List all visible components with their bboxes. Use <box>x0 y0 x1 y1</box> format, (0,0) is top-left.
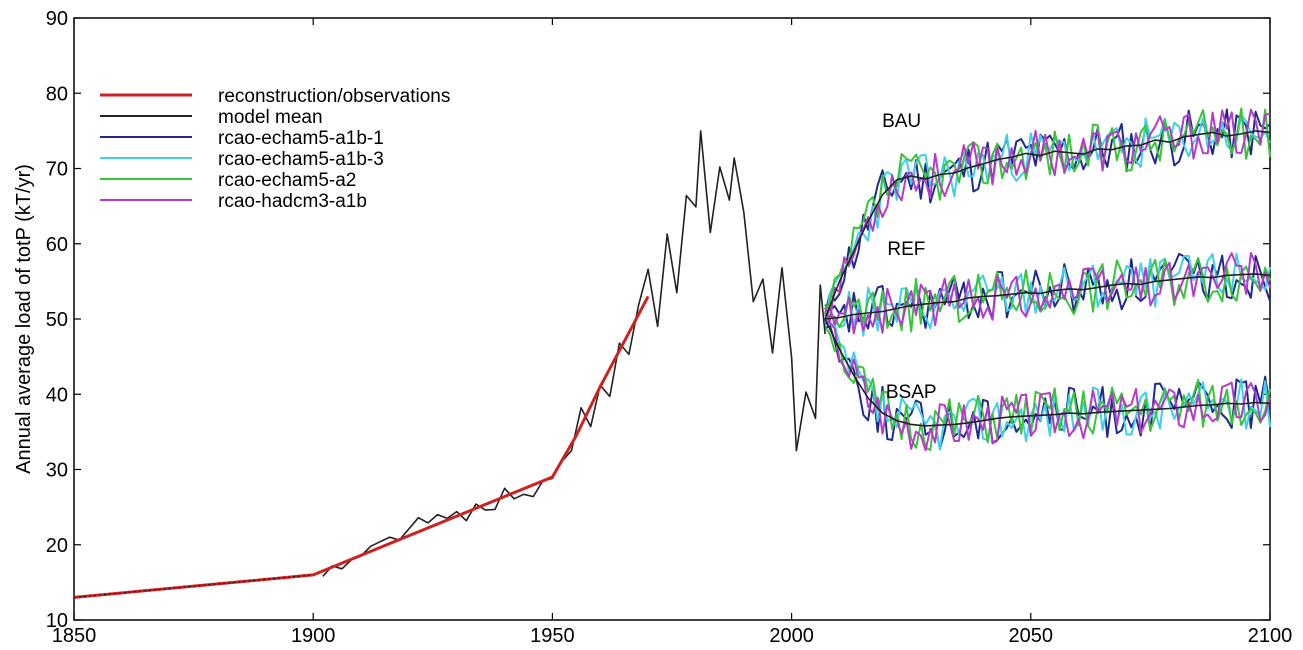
series-line-rcao-echam5-a2-bau <box>824 107 1271 314</box>
x-tick-label: 1900 <box>291 625 336 647</box>
reconstruction-line <box>73 295 650 599</box>
series-line-rcao-hadcm3-a1b-bsap <box>824 307 1271 452</box>
x-tick-label: 1850 <box>52 625 97 647</box>
legend-label-rcao-echam5-a2: rcao-echam5-a2 <box>218 170 356 191</box>
plot-area <box>73 107 1271 599</box>
y-tick-label: 90 <box>46 8 68 30</box>
y-tick-label: 40 <box>46 384 68 406</box>
y-tick-label: 30 <box>46 460 68 482</box>
x-tick-label: 2000 <box>769 625 814 647</box>
legend-label-rcao-echam5-a1b-3: rcao-echam5-a1b-3 <box>218 149 384 170</box>
legend-label-rcao-hadcm3-a1b: rcao-hadcm3-a1b <box>218 191 367 212</box>
y-tick-label: 10 <box>46 610 68 632</box>
model-mean-line-bau <box>824 130 1271 320</box>
legend-label-model mean: model mean <box>218 107 323 128</box>
legend-label-rcao-echam5-a1b-1: rcao-echam5-a1b-1 <box>218 128 384 149</box>
y-tick-label: 70 <box>46 159 68 181</box>
y-axis-label: Annual average load of totP (kT/yr) <box>13 164 35 474</box>
annotation-bsap: BSAP <box>886 382 937 403</box>
annotation-ref: REF <box>887 239 925 260</box>
annotation-bau: BAU <box>882 111 921 132</box>
series-line-rcao-echam5-a1b-3-bsap <box>824 312 1271 451</box>
x-tick-label: 2050 <box>1009 625 1054 647</box>
legend-label-reconstruction/observations: reconstruction/observations <box>218 86 450 107</box>
y-tick-label: 20 <box>46 535 68 557</box>
model-mean-line-bsap <box>824 318 1271 427</box>
annotations: BAU REF BSAP <box>882 111 936 403</box>
axes: 1850 1900 1950 2000 2050 2100 10 20 30 40 50 60 70 80… <box>46 8 1293 647</box>
y-tick-label: 60 <box>46 234 68 256</box>
y-tick-label: 80 <box>46 83 68 105</box>
historical-line <box>322 130 826 577</box>
series-line-rcao-hadcm3-a1b-bau <box>824 108 1271 326</box>
x-tick-label: 1950 <box>530 625 575 647</box>
series-line-rcao-hadcm3-a1b-ref <box>824 252 1271 335</box>
x-tick-label: 2100 <box>1248 625 1293 647</box>
reconstruction-dash-overlay <box>73 574 314 598</box>
y-tick-label: 50 <box>46 309 68 331</box>
model-mean-line-ref <box>825 273 1271 320</box>
